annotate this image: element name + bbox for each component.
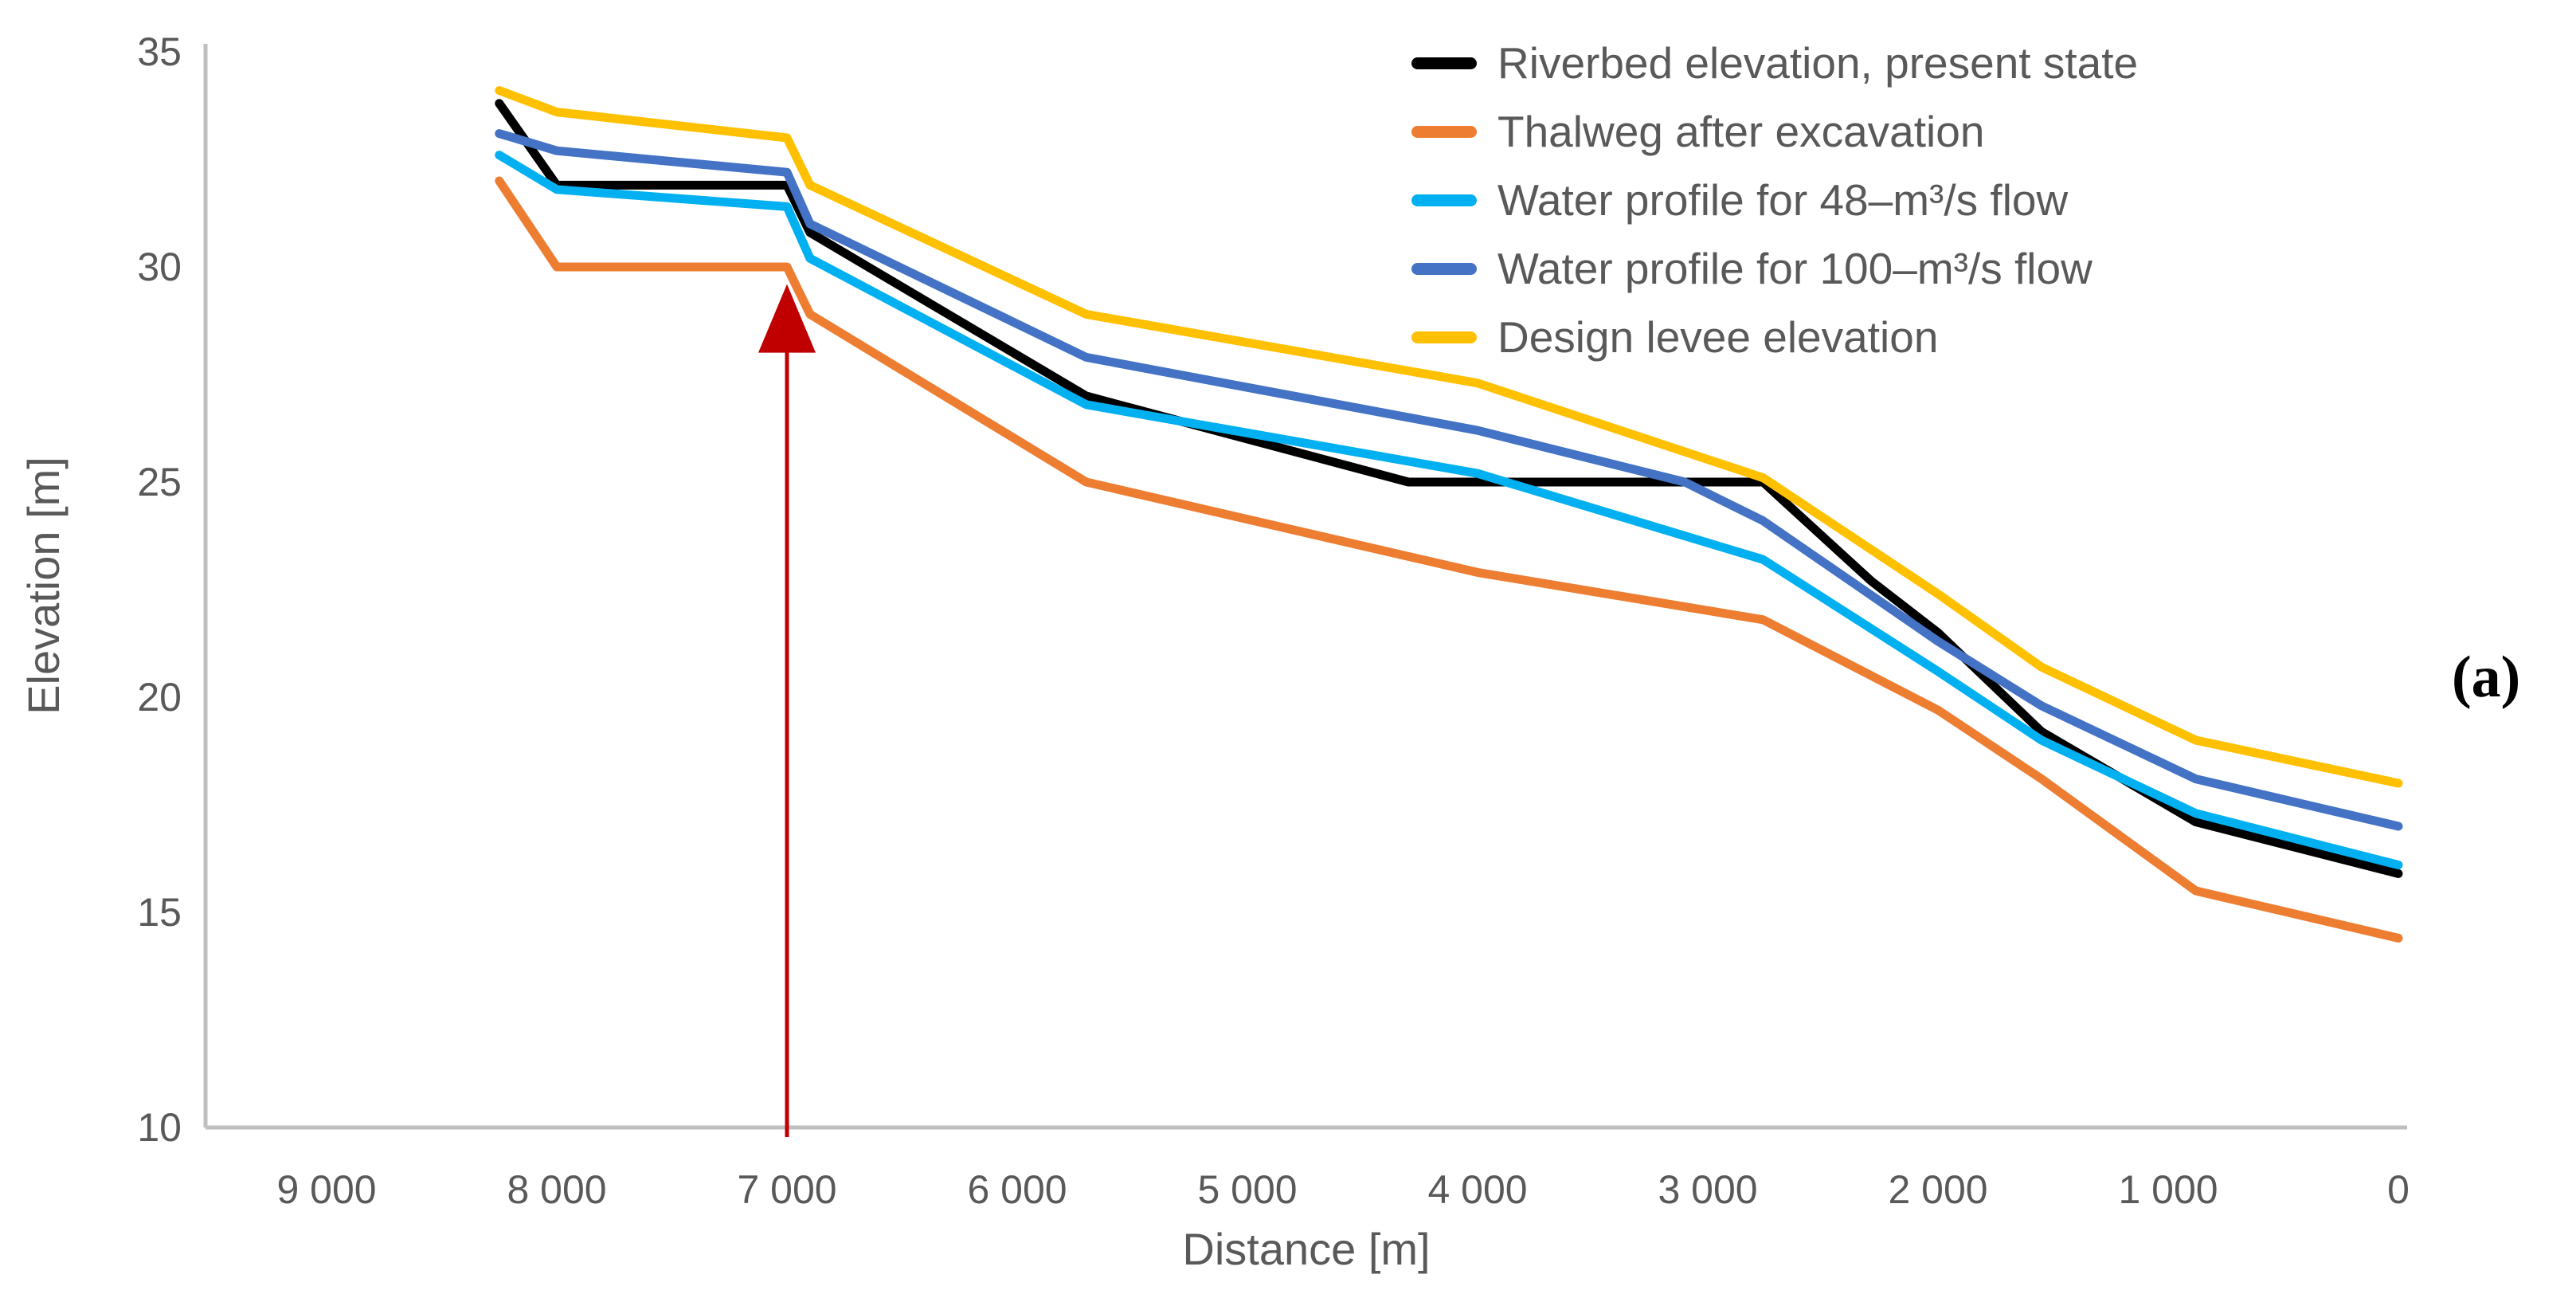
x-tick-label: 4 000 xyxy=(1427,1167,1527,1212)
y-tick-label: 20 xyxy=(137,675,182,720)
axes-group xyxy=(203,44,2407,1130)
x-tick-label: 9 000 xyxy=(276,1167,376,1212)
legend-item-flow100: Water profile for 100–m³/s flow xyxy=(1411,234,2138,303)
x-tick-label: 1 000 xyxy=(2118,1167,2218,1212)
x-tick-label: 5 000 xyxy=(1197,1167,1297,1212)
legend-swatch-riverbed xyxy=(1411,57,1477,69)
legend: Riverbed elevation, present state Thalweg… xyxy=(1411,29,2138,371)
x-tick-label: 2 000 xyxy=(1888,1167,1987,1212)
legend-label: Thalweg after excavation xyxy=(1497,107,1985,156)
y-tick-label: 10 xyxy=(137,1105,182,1150)
legend-item-levee: Design levee elevation xyxy=(1411,303,2138,371)
legend-label: Water profile for 48–m³/s flow xyxy=(1497,175,2069,225)
x-tick-label: 6 000 xyxy=(967,1167,1067,1212)
legend-swatch-thalweg xyxy=(1411,125,1477,138)
series-line-flow100 xyxy=(495,129,2403,831)
y-tick-label: 35 xyxy=(137,29,182,74)
y-tick-label: 15 xyxy=(137,890,182,935)
y-axis-title: Elevation [m] xyxy=(18,457,69,715)
arrow-head-icon xyxy=(758,284,816,353)
legend-swatch-flow48 xyxy=(1411,194,1477,206)
legend-item-flow48: Water profile for 48–m³/s flow xyxy=(1411,166,2138,234)
legend-label: Riverbed elevation, present state xyxy=(1497,38,2139,88)
legend-swatch-flow100 xyxy=(1411,262,1477,275)
tick-labels-group: 35 30 25 20 15 10 9 000 8 000 7 000 6 000 5 000 4 0… xyxy=(137,29,2410,1212)
series-group xyxy=(495,86,2403,943)
series-line-riverbed xyxy=(495,99,2403,878)
x-tick-label: 8 000 xyxy=(507,1167,606,1212)
legend-swatch-levee xyxy=(1411,331,1477,343)
x-tick-label: 0 xyxy=(2387,1167,2410,1212)
x-tick-label: 7 000 xyxy=(737,1167,836,1212)
x-tick-label: 3 000 xyxy=(1658,1167,1757,1212)
series-line-flow48 xyxy=(495,151,2403,870)
x-axis-title: Distance [m] xyxy=(1182,1224,1431,1274)
legend-label: Water profile for 100–m³/s flow xyxy=(1497,244,2093,293)
panel-letter-label: (a) xyxy=(2452,645,2521,710)
series-line-thalweg xyxy=(495,176,2403,943)
legend-label: Design levee elevation xyxy=(1497,312,1939,362)
series-line-levee xyxy=(495,86,2403,788)
legend-item-riverbed: Riverbed elevation, present state xyxy=(1411,29,2138,97)
legend-item-thalweg: Thalweg after excavation xyxy=(1411,97,2138,166)
y-tick-label: 25 xyxy=(137,460,182,504)
y-tick-label: 30 xyxy=(137,245,182,289)
annotation-arrow xyxy=(758,284,816,1137)
